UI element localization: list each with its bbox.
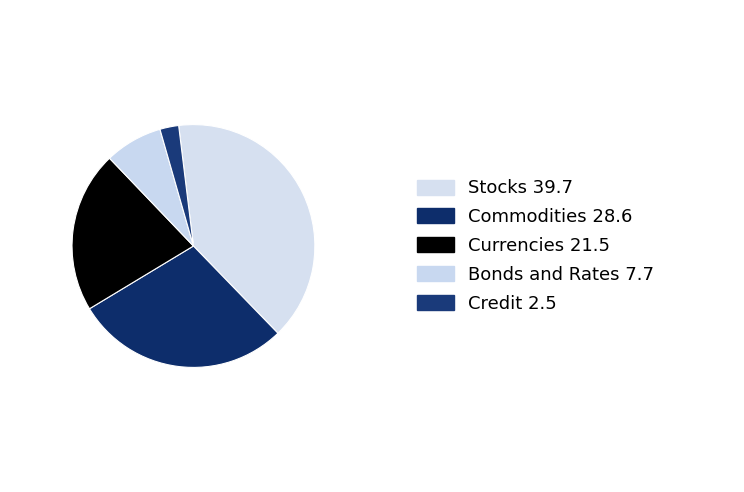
Legend: Stocks 39.7, Commodities 28.6, Currencies 21.5, Bonds and Rates 7.7, Credit 2.5: Stocks 39.7, Commodities 28.6, Currencie…	[410, 172, 661, 320]
Wedge shape	[72, 158, 193, 309]
Wedge shape	[160, 125, 193, 246]
Wedge shape	[109, 129, 193, 246]
Wedge shape	[179, 124, 315, 333]
Wedge shape	[89, 246, 278, 368]
